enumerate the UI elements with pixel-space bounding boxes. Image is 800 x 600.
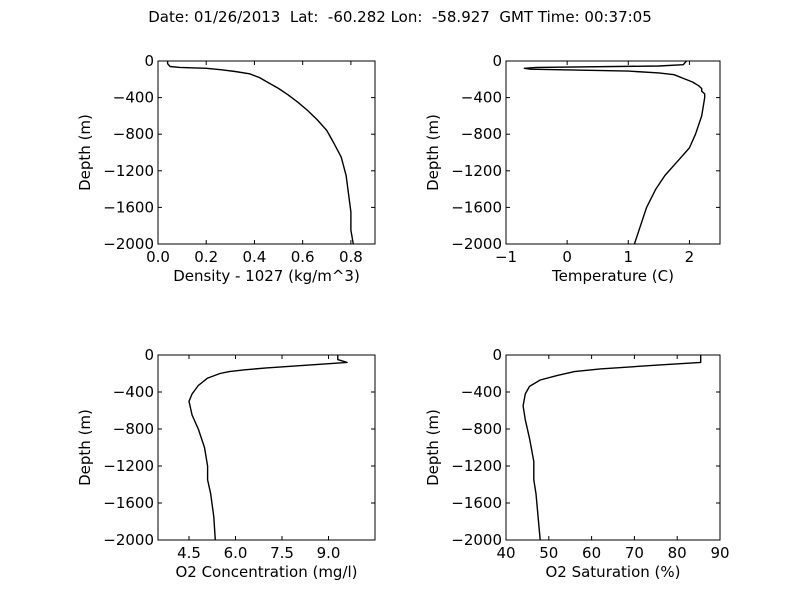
x-axis-label: Density - 1027 (kg/m^3) — [173, 267, 360, 285]
y-tick-label: −1200 — [103, 162, 154, 180]
x-tick-label: 2 — [685, 248, 695, 266]
x-tick-label: 0.0 — [146, 248, 170, 266]
axes-frame-1 — [157, 60, 376, 245]
x-tick-label: 40 — [496, 544, 515, 562]
y-tick-label: 0 — [144, 346, 154, 364]
x-tick-label: 70 — [625, 544, 644, 562]
y-tick-label: −1600 — [103, 198, 154, 216]
y-tick-label: −400 — [113, 89, 154, 107]
x-tick-label: 4.5 — [177, 544, 201, 562]
x-tick-label: 0.8 — [339, 248, 363, 266]
y-tick-label: −1200 — [451, 162, 502, 180]
x-tick-label: 60 — [582, 544, 601, 562]
x-axis-label: O2 Saturation (%) — [545, 563, 680, 581]
series-line-1-1 — [166, 61, 354, 245]
y-tick-label: −1600 — [451, 198, 502, 216]
y-tick-label: −800 — [461, 125, 502, 143]
y-tick-label: −1200 — [103, 457, 154, 475]
axes-frame-3 — [157, 354, 376, 541]
x-tick-label: 50 — [539, 544, 558, 562]
y-axis-label: Depth (m) — [76, 409, 94, 486]
y-tick-label: 0 — [492, 52, 502, 70]
y-tick-label: −800 — [461, 420, 502, 438]
y-axis-label: Depth (m) — [424, 409, 442, 486]
x-tick-label: 80 — [668, 544, 687, 562]
y-tick-label: −2000 — [103, 235, 154, 253]
y-tick-label: −2000 — [103, 531, 154, 549]
series-line-2-1 — [523, 60, 706, 245]
series-line-4-1 — [522, 355, 702, 541]
y-axis-label: Depth (m) — [76, 114, 94, 191]
x-tick-label: 1 — [624, 248, 634, 266]
y-tick-label: −400 — [461, 89, 502, 107]
x-tick-label: 0.6 — [291, 248, 315, 266]
figure-title: Date: 01/26/2013 Lat: -60.282 Lon: -58.9… — [148, 8, 652, 26]
x-tick-label: 0.2 — [194, 248, 218, 266]
x-tick-label: 9.0 — [317, 544, 341, 562]
x-tick-label: 0.4 — [243, 248, 267, 266]
y-tick-label: −1600 — [103, 494, 154, 512]
y-tick-label: −400 — [461, 383, 502, 401]
y-tick-label: 0 — [144, 52, 154, 70]
y-tick-label: −2000 — [451, 235, 502, 253]
x-axis-label: Temperature (C) — [551, 267, 674, 285]
y-tick-label: −1200 — [451, 457, 502, 475]
y-tick-label: −800 — [113, 420, 154, 438]
y-tick-label: −400 — [113, 383, 154, 401]
axes-frame-2 — [505, 60, 721, 245]
axes-frame-4 — [505, 354, 721, 541]
y-tick-label: −1600 — [451, 494, 502, 512]
y-axis-label: Depth (m) — [424, 114, 442, 191]
x-axis-label: O2 Concentration (mg/l) — [175, 563, 357, 581]
x-tick-label: 7.5 — [270, 544, 294, 562]
y-tick-label: −800 — [113, 125, 154, 143]
y-tick-label: −2000 — [451, 531, 502, 549]
y-tick-label: 0 — [492, 346, 502, 364]
x-tick-label: 90 — [710, 544, 729, 562]
x-tick-label: 6.0 — [224, 544, 248, 562]
series-line-3-1 — [188, 355, 348, 541]
x-tick-label: 0 — [562, 248, 572, 266]
x-tick-label: −1 — [495, 248, 517, 266]
